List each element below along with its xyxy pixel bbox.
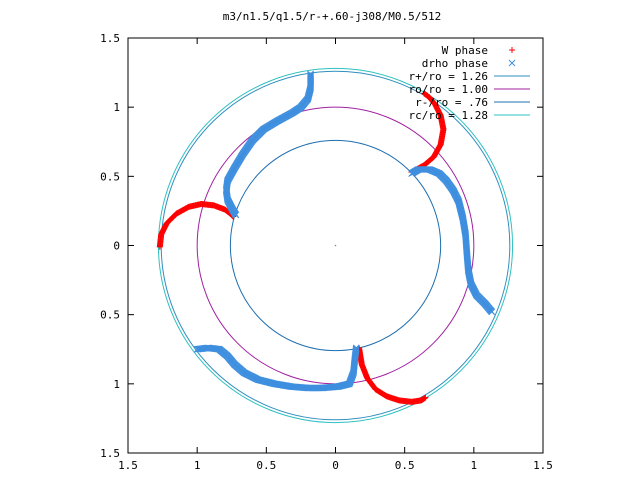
x-tick-label: 1	[194, 459, 201, 472]
data-point	[488, 308, 496, 316]
legend-swatch-1	[508, 59, 516, 67]
legend-label-4: r-/ro = .76	[415, 96, 488, 109]
circle-2	[229, 139, 442, 352]
series-1-arm-1	[193, 344, 360, 392]
y-tick-label: 1.5	[100, 447, 120, 460]
x-tick-label: 0.5	[256, 459, 276, 472]
legend-label-0: W phase	[442, 44, 488, 57]
legend-label-2: r+/ro = 1.26	[409, 70, 488, 83]
data-point	[232, 211, 240, 219]
legend-label-1: drho phase	[422, 57, 488, 70]
legend-swatch-0	[509, 47, 515, 53]
y-tick-label: 0.5	[100, 170, 120, 183]
x-tick-label: 1	[471, 459, 478, 472]
chart-title: m3/n1.5/q1.5/r-+.60-j308/M0.5/512	[223, 10, 442, 23]
data-point	[421, 90, 428, 97]
legend-label-5: rc/ro = 1.28	[409, 109, 488, 122]
x-tick-label: 0.5	[395, 459, 415, 472]
y-tick-label: 1	[113, 378, 120, 391]
series-0	[156, 90, 447, 405]
y-tick-label: 1.5	[100, 32, 120, 45]
series-markers	[156, 70, 496, 405]
data-point	[421, 90, 428, 97]
x-tick-label: 0	[332, 459, 339, 472]
data-point	[352, 347, 360, 354]
series-1-arm-2	[408, 166, 496, 316]
axes: 1.5 1 0.5 0 0.5 1 1.51.510.500.511.5	[100, 32, 553, 472]
series-0-arm-1	[356, 344, 429, 405]
series-0-arm-0	[156, 201, 237, 250]
data-point	[352, 346, 360, 353]
y-tick-label: 0.5	[100, 309, 120, 322]
data-point	[352, 345, 360, 353]
series-1	[193, 70, 496, 392]
data-point	[422, 394, 429, 401]
x-tick-label: 1.5	[533, 459, 553, 472]
y-tick-label: 1	[113, 101, 120, 114]
y-tick-label: 0	[113, 240, 120, 253]
series-1-arm-0	[222, 70, 314, 219]
data-point	[422, 91, 429, 98]
legend-label-3: ro/ro = 1.00	[409, 83, 488, 96]
x-tick-label: 1.5	[118, 459, 138, 472]
data-point	[352, 344, 360, 352]
origin-dot	[334, 244, 337, 247]
